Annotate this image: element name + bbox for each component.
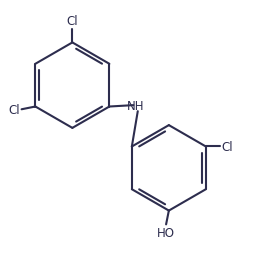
Text: Cl: Cl: [66, 15, 78, 28]
Text: Cl: Cl: [9, 103, 20, 116]
Text: HO: HO: [156, 226, 174, 239]
Text: Cl: Cl: [220, 140, 232, 153]
Text: NH: NH: [126, 99, 144, 112]
